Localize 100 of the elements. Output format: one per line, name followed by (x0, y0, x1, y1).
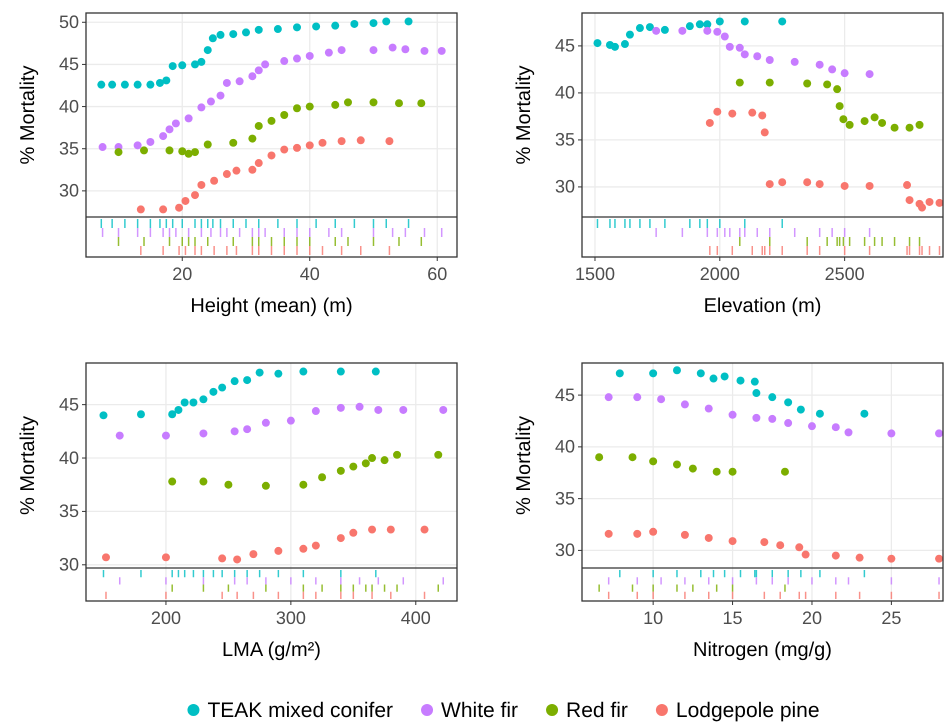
point (208, 34, 217, 42)
y-tick-label: 30 (58, 180, 79, 201)
point (175, 204, 184, 212)
x-tick-label: 15 (722, 608, 743, 628)
point (628, 453, 636, 462)
point (299, 368, 308, 376)
point (331, 22, 340, 30)
point (636, 24, 644, 32)
point (604, 530, 613, 538)
point (146, 80, 154, 89)
point (404, 17, 413, 26)
point (274, 546, 282, 555)
point (386, 526, 395, 534)
point (218, 384, 226, 392)
point (776, 541, 784, 550)
x-tick-label: 1500 (574, 264, 616, 284)
point (356, 402, 364, 411)
point (866, 70, 874, 78)
point (808, 422, 816, 430)
point (385, 137, 394, 146)
point (372, 368, 380, 376)
point (136, 410, 145, 418)
point (736, 44, 744, 52)
point (696, 20, 704, 28)
point (199, 478, 208, 486)
point (420, 46, 428, 55)
point (823, 80, 832, 88)
point (178, 61, 186, 70)
point (222, 170, 231, 178)
point (172, 119, 180, 128)
point (338, 46, 346, 54)
point (401, 45, 410, 54)
y-tick-label: 30 (58, 554, 79, 575)
point (626, 30, 634, 39)
point (248, 72, 256, 80)
point (159, 132, 168, 140)
point (784, 419, 792, 428)
point (243, 376, 252, 384)
point (439, 406, 448, 414)
point (248, 134, 256, 143)
point (802, 550, 810, 559)
legend-label: Red fir (566, 699, 628, 722)
point (174, 406, 182, 414)
point (784, 398, 792, 406)
point (306, 141, 314, 150)
point (856, 554, 864, 562)
point (268, 116, 276, 125)
point (191, 191, 199, 200)
point (768, 414, 776, 423)
point (370, 46, 378, 54)
point (374, 406, 382, 414)
point (140, 146, 148, 154)
y-tick-label: 40 (58, 96, 79, 116)
point (766, 56, 774, 64)
point (906, 124, 914, 132)
point (350, 20, 358, 28)
point (710, 374, 718, 383)
point (903, 181, 912, 190)
point (434, 450, 442, 459)
point (254, 26, 263, 34)
point (236, 77, 244, 86)
point (918, 204, 926, 212)
point (887, 554, 896, 563)
point (926, 198, 934, 206)
legend-label: White fir (441, 699, 518, 722)
point (703, 26, 712, 35)
x-tick-label: 300 (276, 608, 306, 628)
point (916, 120, 924, 129)
point (686, 22, 694, 30)
point (672, 366, 681, 374)
point (156, 78, 164, 87)
point (230, 427, 239, 436)
y-tick-label: 35 (58, 501, 79, 522)
point (206, 98, 215, 106)
point (766, 180, 774, 188)
point (780, 468, 789, 476)
point (657, 395, 666, 404)
point (388, 44, 397, 52)
point (293, 104, 301, 112)
point (752, 389, 760, 398)
point (649, 369, 658, 378)
point (262, 482, 270, 490)
point (368, 526, 376, 534)
point (336, 466, 345, 475)
point (393, 450, 402, 459)
point (678, 26, 686, 35)
x-tick-label: 200 (150, 608, 181, 628)
point (136, 205, 145, 214)
point (210, 176, 218, 185)
point (844, 428, 852, 436)
point (197, 58, 206, 66)
point (191, 60, 199, 68)
point (242, 28, 250, 36)
point (380, 456, 389, 464)
y-tick-label: 30 (554, 540, 575, 560)
point (293, 23, 301, 32)
point (299, 544, 308, 553)
point (134, 141, 142, 150)
legend-label: TEAK mixed conifer (207, 699, 394, 722)
point (293, 144, 301, 152)
